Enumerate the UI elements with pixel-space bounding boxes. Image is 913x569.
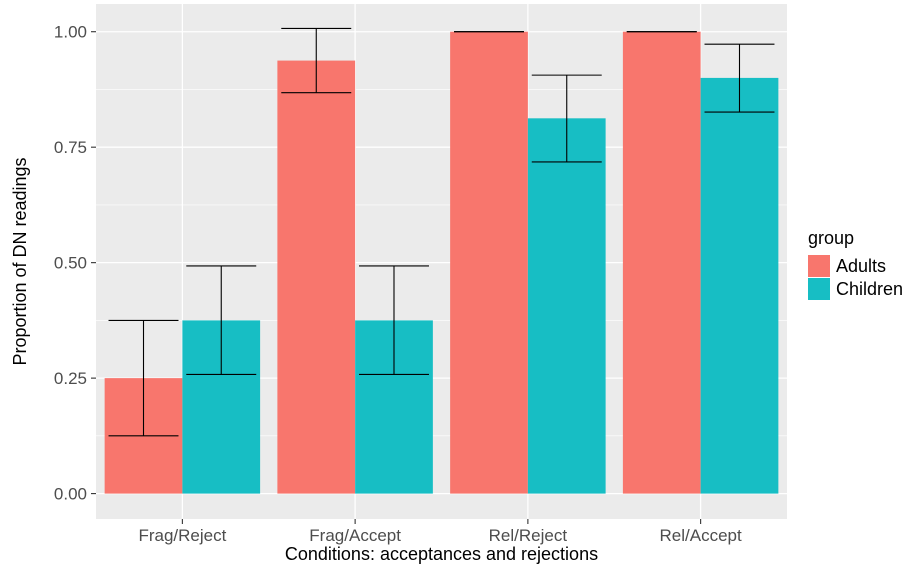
- y-tick-label: 0.25: [54, 369, 87, 388]
- error-bars: [108, 27, 775, 437]
- legend-swatch-adults: [808, 255, 830, 277]
- y-axis-title: Proportion of DN readings: [10, 157, 30, 365]
- error-bar-adults-0: [108, 319, 179, 437]
- bar-adults-3: [622, 31, 701, 494]
- y-axis: 0.00 0.25 0.50 0.75 1.00: [54, 23, 96, 504]
- x-tick-label: Rel/Accept: [660, 526, 742, 545]
- legend-swatch-children: [808, 278, 830, 300]
- x-axis-title: Conditions: acceptances and rejections: [285, 544, 598, 564]
- y-tick-label: 0.75: [54, 138, 87, 157]
- bar-adults-1: [277, 60, 356, 494]
- y-tick-label: 0.00: [54, 485, 87, 504]
- legend-title: group: [808, 228, 854, 248]
- error-bar-adults-1: [281, 27, 352, 94]
- error-bar-children-3: [704, 43, 775, 113]
- legend-label-children: Children: [836, 279, 903, 299]
- legend: group Adults Children: [808, 228, 903, 300]
- y-tick-label: 0.50: [54, 254, 87, 273]
- bar-adults-2: [450, 31, 528, 494]
- error-bar-children-1: [359, 265, 429, 375]
- x-axis: Frag/Reject Frag/Accept Rel/Reject Rel/Acce…: [138, 519, 742, 545]
- error-bar-children-2: [531, 74, 602, 163]
- bar-children-3: [700, 77, 779, 494]
- x-tick-label: Rel/Reject: [489, 526, 568, 545]
- bar-children-2: [527, 118, 606, 494]
- y-tick-label: 1.00: [54, 23, 87, 42]
- legend-label-adults: Adults: [836, 256, 886, 276]
- x-tick-label: Frag/Reject: [138, 526, 226, 545]
- error-bar-children-0: [186, 265, 257, 375]
- x-tick-label: Frag/Accept: [309, 526, 401, 545]
